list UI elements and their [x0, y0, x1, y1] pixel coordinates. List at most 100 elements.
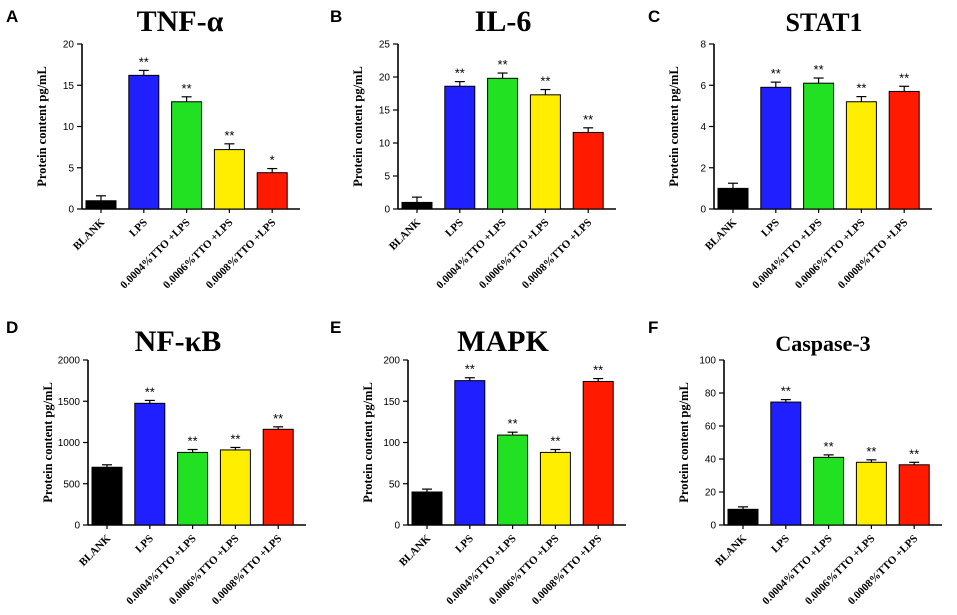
bar-blank [85, 200, 117, 210]
chart-title: MAPK [457, 325, 549, 358]
category-label-blank: BLANK [713, 532, 749, 568]
y-tick-label: 0 [68, 205, 74, 216]
chart-title: Caspase-3 [775, 331, 870, 356]
category-label-blank: BLANK [71, 216, 107, 252]
significance-tto-0006: ** [856, 81, 866, 96]
bar-blank [717, 187, 749, 210]
chart-title: TNF-α [137, 5, 224, 38]
bar-lps [454, 380, 486, 526]
significance-tto-0008: * [270, 153, 275, 168]
significance-tto-0004: ** [824, 439, 834, 454]
y-tick-label: 500 [63, 479, 80, 490]
significance-tto-0006: ** [866, 444, 876, 459]
y-tick-label: 5 [68, 163, 74, 174]
y-tick-label: 150 [383, 397, 400, 408]
y-axis-label: Protein content pg/mL [667, 66, 681, 187]
y-tick-label: 20 [63, 40, 75, 51]
bar-tto-0004 [803, 82, 835, 210]
y-tick-label: 20 [705, 488, 717, 499]
significance-lps: ** [455, 66, 465, 81]
y-tick-label: 10 [379, 139, 391, 150]
y-axis-label: Protein content pg/mL [677, 382, 691, 503]
bar-blank [401, 201, 433, 210]
y-tick-label: 80 [705, 389, 717, 400]
y-tick-label: 0 [394, 521, 400, 532]
bar-lps [444, 85, 476, 210]
chart-panel-d: D NF-κB Protein content pg/mL 0 500 1000 1500 2… [6, 318, 306, 607]
y-tick-label: 100 [699, 356, 716, 367]
y-tick-label: 15 [63, 81, 75, 92]
bar-tto-0008 [256, 172, 288, 210]
panel-letter: B [330, 7, 342, 26]
category-label-lps: LPS [453, 533, 476, 556]
bar-tto-0004 [171, 101, 203, 210]
bar-lps [128, 74, 160, 210]
category-label-lps: LPS [759, 217, 782, 240]
bar-tto-0008 [572, 131, 604, 210]
significance-tto-0008: ** [583, 112, 593, 127]
bar-tto-0008 [898, 464, 930, 526]
chart-panel-a: A TNF-α Protein content pg/mL 0 5 10 15 20 BLANK… [6, 5, 300, 291]
y-tick-label: 8 [700, 40, 706, 51]
chart-title: IL-6 [475, 5, 532, 38]
significance-lps: ** [465, 362, 475, 377]
significance-tto-0006: ** [550, 434, 560, 449]
significance-tto-0006: ** [230, 431, 240, 446]
category-label-blank: BLANK [387, 216, 423, 252]
bar-tto-0004 [497, 434, 529, 526]
significance-tto-0008: ** [593, 363, 603, 378]
bar-tto-0006 [855, 461, 887, 526]
y-tick-label: 5 [384, 172, 390, 183]
category-label-blank: BLANK [77, 532, 113, 568]
y-tick-label: 6 [700, 81, 706, 92]
y-tick-label: 1500 [58, 397, 81, 408]
bar-tto-0006 [539, 451, 571, 526]
y-tick-label: 20 [379, 73, 391, 84]
bar-blank [411, 491, 443, 526]
bar-tto-0008 [888, 90, 920, 210]
y-axis-label: Protein content pg/mL [35, 66, 49, 187]
significance-tto-0004: ** [814, 62, 824, 77]
chart-title: NF-κB [135, 325, 222, 358]
y-tick-label: 100 [383, 438, 400, 449]
significance-tto-0006: ** [540, 74, 550, 89]
y-tick-label: 60 [705, 422, 717, 433]
y-tick-label: 10 [63, 122, 75, 133]
bar-lps [760, 86, 792, 210]
y-axis-label: Protein content pg/mL [361, 382, 375, 503]
y-tick-label: 0 [384, 205, 390, 216]
panel-letter: D [6, 318, 18, 337]
bar-tto-0006 [213, 149, 245, 210]
y-tick-label: 0 [710, 521, 716, 532]
y-axis-label: Protein content pg/mL [41, 382, 55, 503]
bar-tto-0006 [219, 449, 251, 526]
significance-tto-0004: ** [182, 81, 192, 96]
panel-letter: A [6, 7, 18, 26]
y-tick-label: 40 [705, 455, 717, 466]
significance-tto-0006: ** [224, 128, 234, 143]
bar-tto-0006 [845, 101, 877, 210]
significance-tto-0004: ** [508, 416, 518, 431]
category-label-lps: LPS [443, 217, 466, 240]
chart-panel-b: B IL-6 Protein content pg/mL 0 5 10 15 20 25 BLAN… [330, 5, 616, 291]
significance-tto-0008: ** [899, 70, 909, 85]
y-tick-label: 4 [700, 122, 706, 133]
significance-lps: ** [771, 66, 781, 81]
significance-lps: ** [781, 384, 791, 399]
category-label-lps: LPS [133, 533, 156, 556]
chart-title: STAT1 [785, 8, 862, 37]
panel-letter: E [330, 318, 341, 337]
chart-panel-c: C STAT1 Protein content pg/mL 0 2 4 6 8 BLANK ** L… [648, 7, 932, 291]
bar-tto-0008 [262, 428, 294, 526]
chart-panel-e: E MAPK Protein content pg/mL 0 50 100 150 200 BL… [330, 318, 626, 607]
bar-blank [91, 466, 123, 526]
y-tick-label: 0 [700, 205, 706, 216]
bar-tto-0008 [582, 380, 614, 526]
y-tick-label: 0 [74, 521, 80, 532]
significance-tto-0004: ** [188, 434, 198, 449]
y-tick-label: 200 [383, 356, 400, 367]
significance-tto-0004: ** [498, 57, 508, 72]
bar-tto-0004 [177, 451, 209, 526]
y-axis-label: Protein content pg/mL [351, 66, 365, 187]
